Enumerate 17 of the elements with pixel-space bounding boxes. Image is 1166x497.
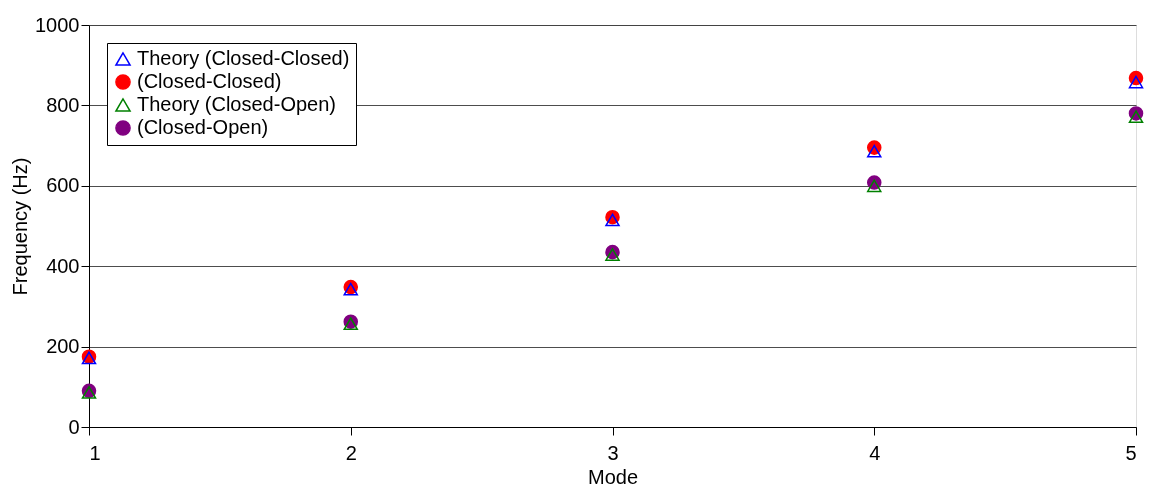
legend-label: Theory (Closed-Closed) xyxy=(137,47,350,69)
x-axis-title: Mode xyxy=(587,465,639,488)
x-tick-label: 4 xyxy=(869,441,881,464)
y-tick-label: 400 xyxy=(46,254,80,277)
legend-label: Theory (Closed-Open) xyxy=(137,93,336,115)
x-tick-label: 1 xyxy=(89,441,101,464)
x-tick-label: 2 xyxy=(345,441,357,464)
y-tick-label: 0 xyxy=(68,415,80,438)
y-tick-label: 200 xyxy=(46,335,80,358)
legend-label: (Closed-Open) xyxy=(137,116,269,138)
x-tick-label: 5 xyxy=(1125,441,1137,464)
legend-label: (Closed-Closed) xyxy=(137,70,282,92)
y-tick-label: 1000 xyxy=(35,13,80,36)
x-tick-label: 3 xyxy=(607,441,619,464)
y-tick-label: 600 xyxy=(46,174,80,197)
y-tick-label: 800 xyxy=(46,93,80,116)
y-axis-title: Frequency (Hz) xyxy=(9,157,32,296)
